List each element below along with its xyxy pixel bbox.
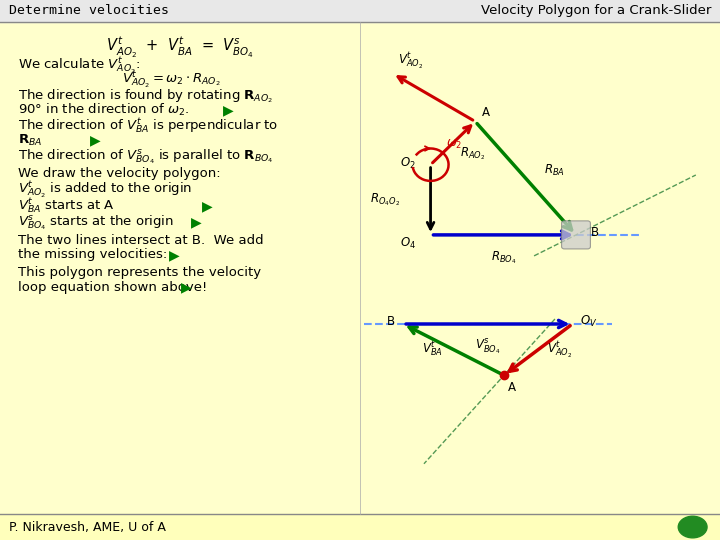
Text: $\mathit{V}^t_{AO_2}$ is added to the origin: $\mathit{V}^t_{AO_2}$ is added to the or… <box>18 180 192 200</box>
FancyBboxPatch shape <box>562 221 590 249</box>
Text: $O_V$: $O_V$ <box>580 314 597 329</box>
Text: B: B <box>387 315 395 328</box>
Text: The direction of $\mathit{V}^t_{BA}$ is perpendicular to: The direction of $\mathit{V}^t_{BA}$ is … <box>18 117 279 136</box>
Text: ▶: ▶ <box>223 103 234 117</box>
Text: $\omega_2$: $\omega_2$ <box>446 138 463 151</box>
Text: $R_{BO_4}$: $R_{BO_4}$ <box>490 249 516 266</box>
Text: $\mathit{V}^t_{AO_2}$: $\mathit{V}^t_{AO_2}$ <box>398 50 423 71</box>
Circle shape <box>678 516 707 538</box>
Text: $\mathit{V}^t_{AO_2}$  +  $\mathit{V}^t_{BA}$  =  $\mathit{V}^s_{BO_4}$: $\mathit{V}^t_{AO_2}$ + $\mathit{V}^t_{B… <box>106 35 254 60</box>
Text: 90° in the direction of $\omega_2$.: 90° in the direction of $\omega_2$. <box>18 102 189 118</box>
Text: A: A <box>482 106 490 119</box>
Text: ▶: ▶ <box>169 248 180 262</box>
Text: The direction of $\mathit{V}^s_{BO_4}$ is parallel to $\mathbf{R}_{BO_4}$: The direction of $\mathit{V}^s_{BO_4}$ i… <box>18 147 274 166</box>
Text: This polygon represents the velocity: This polygon represents the velocity <box>18 266 261 279</box>
Text: $\mathit{V}^s_{BO_4}$ starts at the origin: $\mathit{V}^s_{BO_4}$ starts at the orig… <box>18 213 174 232</box>
Text: $\mathbf{R}_{BA}$: $\mathbf{R}_{BA}$ <box>18 133 42 148</box>
Text: $R_{BA}$: $R_{BA}$ <box>544 163 564 178</box>
Text: $\mathit{V}^t_{AO_2}$: $\mathit{V}^t_{AO_2}$ <box>547 339 572 360</box>
Text: The two lines intersect at B.  We add: The two lines intersect at B. We add <box>18 234 264 247</box>
Text: We draw the velocity polygon:: We draw the velocity polygon: <box>18 167 220 180</box>
Text: ▶: ▶ <box>191 215 202 230</box>
Text: $R_{AO_2}$: $R_{AO_2}$ <box>460 146 485 163</box>
Text: $O_4$: $O_4$ <box>400 236 416 251</box>
Text: $\mathit{V}^t_{BA}$ starts at A: $\mathit{V}^t_{BA}$ starts at A <box>18 197 114 216</box>
Text: ▶: ▶ <box>202 199 212 213</box>
Text: $\mathit{V}^t_{BA}$: $\mathit{V}^t_{BA}$ <box>422 340 443 359</box>
Text: $R_{O_4O_2}$: $R_{O_4O_2}$ <box>370 192 400 208</box>
Text: Determine velocities: Determine velocities <box>9 4 168 17</box>
Text: ▶: ▶ <box>181 280 192 294</box>
Text: The direction is found by rotating $\mathbf{R}_{AO_2}$: The direction is found by rotating $\mat… <box>18 87 273 105</box>
Text: Velocity Polygon for a Crank-Slider: Velocity Polygon for a Crank-Slider <box>481 4 711 17</box>
Text: $\mathit{V}^s_{BO_4}$: $\mathit{V}^s_{BO_4}$ <box>475 338 500 356</box>
Text: We calculate $\mathit{V}^t_{AO_2}$:: We calculate $\mathit{V}^t_{AO_2}$: <box>18 56 140 76</box>
Text: ▶: ▶ <box>90 133 101 147</box>
Text: loop equation shown above!: loop equation shown above! <box>18 281 207 294</box>
Text: P. Nikravesh, AME, U of A: P. Nikravesh, AME, U of A <box>9 521 166 534</box>
Text: $O_2$: $O_2$ <box>400 156 416 171</box>
Text: the missing velocities:: the missing velocities: <box>18 248 167 261</box>
Text: A: A <box>508 381 516 394</box>
Text: B: B <box>590 226 598 239</box>
Text: $\mathit{V}^t_{AO_2} = \omega_2 \cdot R_{AO_2}$: $\mathit{V}^t_{AO_2} = \omega_2 \cdot R_… <box>122 70 221 90</box>
